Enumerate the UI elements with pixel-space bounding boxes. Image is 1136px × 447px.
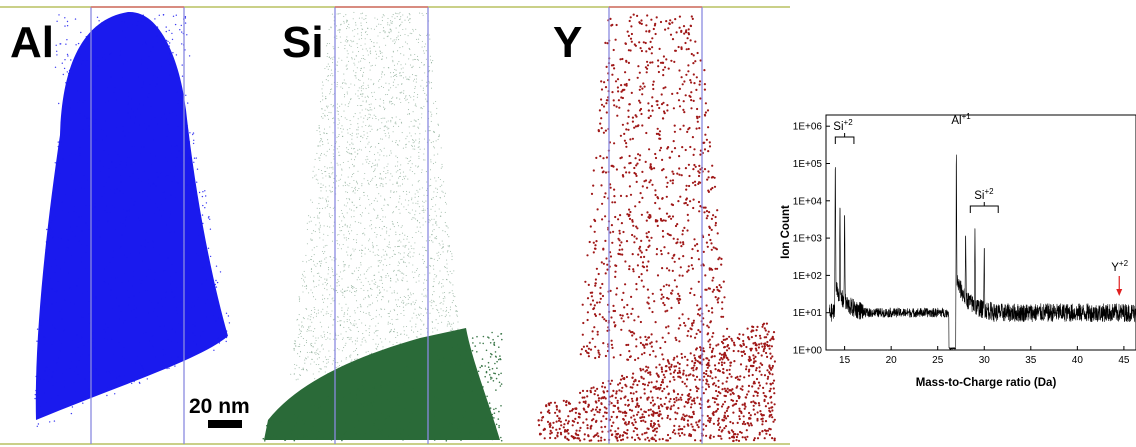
- x-axis-ticks: 15 20 25 30 35 40 45: [839, 346, 1130, 366]
- mass-spectrum-chart: 1E+00 1E+01 1E+02 1E+03 1E+04 1E+05 1E+06 15 20…: [780, 112, 1136, 389]
- spectrum-line: [829, 154, 1136, 351]
- y-tick-label: 1E+03: [793, 234, 823, 245]
- x-tick-label: 25: [932, 355, 944, 366]
- y-panel: Y: [537, 6, 777, 444]
- peak-charge: +2: [984, 187, 994, 196]
- al-label: Al: [10, 18, 54, 67]
- scale-bar-label: 20 nm: [189, 395, 250, 418]
- scale-bar-rule: [208, 420, 242, 428]
- x-tick-label: 45: [1118, 355, 1130, 366]
- scale-bar: 20 nm: [189, 395, 250, 428]
- x-axis-label: Mass-to-Charge ratio (Da): [916, 377, 1057, 389]
- al-cloud-body: [35, 11, 228, 421]
- x-tick-label: 15: [839, 355, 851, 366]
- y-label: Y: [553, 18, 582, 67]
- si-dense-wedge: [264, 328, 500, 440]
- x-tick-label: 30: [979, 355, 991, 366]
- x-tick-label: 20: [886, 355, 898, 366]
- y-axis-label: Ion Count: [780, 205, 792, 259]
- y-tick-label: 1E+05: [793, 159, 823, 170]
- al-panel: Al: [10, 6, 231, 444]
- y-tick-label: 1E+02: [793, 271, 823, 282]
- y-atom-cloud: [537, 13, 777, 443]
- y-tick-label: 1E+06: [793, 122, 823, 133]
- peak-charge: +1: [962, 112, 972, 121]
- al-atom-cloud: [34, 11, 231, 427]
- si-label: Si: [282, 18, 324, 67]
- si-panel: Si: [262, 6, 503, 444]
- y-axis-ticks: 1E+00 1E+01 1E+02 1E+03 1E+04 1E+05 1E+06: [793, 122, 830, 357]
- y-tick-label: 1E+00: [793, 346, 823, 357]
- x-tick-label: 40: [1072, 355, 1084, 366]
- y-tick-label: 1E+04: [793, 196, 823, 207]
- x-tick-label: 35: [1025, 355, 1037, 366]
- y-tick-label: 1E+01: [793, 308, 823, 319]
- peak-charge: +2: [844, 118, 854, 127]
- si-atom-cloud: [262, 11, 503, 442]
- peak-charge: +2: [1119, 259, 1129, 268]
- arrow-head: [1116, 289, 1123, 296]
